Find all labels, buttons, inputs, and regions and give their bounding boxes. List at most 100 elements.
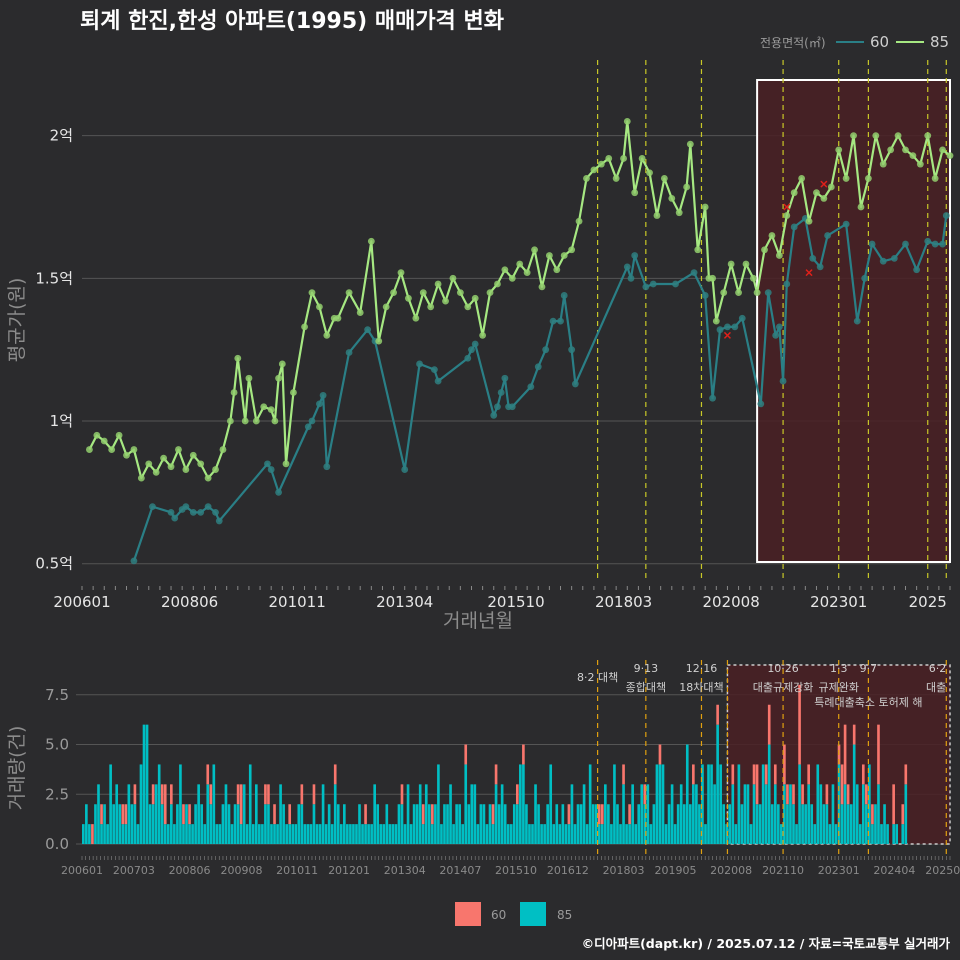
bar-85	[698, 804, 701, 845]
series-85-point	[245, 374, 253, 382]
bar-85	[179, 764, 182, 845]
bar-85	[655, 764, 659, 845]
bar-60	[236, 784, 240, 805]
series-60-point	[401, 466, 409, 473]
series-85-point	[768, 232, 776, 239]
bar-85	[324, 824, 328, 845]
event-label: 대출	[926, 681, 946, 694]
bar-85	[476, 824, 480, 845]
bar-60	[163, 784, 167, 825]
bar-85	[212, 764, 216, 845]
bar-85	[798, 764, 801, 845]
series-60-point	[631, 252, 639, 259]
bar-60	[904, 764, 908, 785]
series-85-point	[434, 280, 442, 288]
bar-85	[109, 764, 112, 845]
bar-85	[315, 824, 319, 845]
series-60-point	[913, 266, 921, 274]
series-60-point	[890, 254, 898, 262]
series-60-point	[212, 508, 219, 516]
series-85-point	[175, 446, 182, 453]
bar-85	[604, 784, 607, 845]
series-85-point	[160, 454, 168, 462]
bar-60	[892, 784, 895, 825]
bar-85	[904, 784, 908, 845]
bar-85	[825, 804, 829, 845]
bar-60	[182, 804, 185, 825]
bar-85	[758, 804, 762, 845]
event-label: 10·26	[767, 662, 799, 675]
bar-85	[230, 824, 234, 845]
legend-title: 전용면적(㎡)	[760, 36, 826, 50]
series-85-point	[323, 332, 331, 339]
bar-85	[394, 824, 398, 845]
bar-85	[549, 764, 553, 845]
bar-85	[352, 824, 355, 845]
series-85-point	[790, 189, 798, 197]
series-85-point	[545, 252, 553, 259]
bar-85	[543, 824, 546, 845]
bar-60	[901, 804, 905, 825]
series-85-point	[123, 451, 130, 459]
series-85-point	[130, 446, 138, 453]
bar-85	[631, 784, 634, 845]
series-85-point	[924, 132, 932, 140]
bar-60	[840, 764, 844, 805]
bar-85	[145, 724, 149, 845]
series-60-point	[868, 240, 876, 248]
series-85-point	[668, 195, 676, 202]
series-85-point	[879, 160, 887, 168]
bar-85	[248, 764, 252, 845]
series-85-point	[842, 175, 850, 182]
bar-85	[276, 824, 279, 845]
bar-85	[600, 824, 604, 845]
series-85-point	[486, 289, 494, 296]
series-85-point	[219, 446, 227, 453]
bar-85	[858, 824, 862, 845]
bar-60	[267, 784, 270, 805]
bar-85	[479, 804, 483, 845]
bar-85	[710, 764, 713, 845]
bar-85	[339, 824, 343, 845]
bar-85	[182, 824, 185, 845]
bar-85	[752, 784, 756, 845]
bar-85	[163, 824, 167, 845]
bar-85	[346, 824, 349, 845]
series-85-point	[872, 132, 880, 140]
series-85-point	[334, 314, 342, 322]
series-85-point	[501, 266, 509, 274]
series-60-point	[490, 411, 498, 419]
series-85-point	[278, 360, 286, 368]
series-85-point	[939, 146, 946, 154]
series-85-point	[267, 406, 275, 414]
bar-85	[136, 824, 140, 845]
bar-85	[831, 784, 835, 845]
price-x-tick-label: 202301	[810, 593, 867, 611]
bar-85	[364, 824, 367, 845]
series-60-point	[924, 237, 932, 245]
series-60-point	[304, 423, 312, 431]
bar-85	[585, 824, 589, 845]
series-85-point	[553, 266, 561, 274]
price-x-tick-label: 201510	[487, 593, 544, 611]
bar-60	[288, 804, 292, 825]
series-85-point	[931, 175, 939, 182]
bar-60	[124, 804, 128, 825]
series-85-point	[100, 437, 108, 445]
bar-85	[94, 804, 97, 845]
series-60-point	[939, 240, 946, 248]
bar-85	[200, 804, 203, 845]
bar-85	[133, 804, 137, 845]
volume-x-tick-label: 201905	[655, 864, 697, 877]
bar-85	[440, 824, 443, 845]
bar-85	[488, 804, 492, 845]
series-60-point	[783, 280, 791, 288]
series-60-point	[557, 317, 564, 325]
bar-85	[176, 804, 179, 845]
bar-60	[767, 704, 771, 745]
series-60-point	[275, 488, 282, 496]
bar-85	[801, 804, 804, 845]
bar-85	[370, 824, 373, 845]
bar-85	[264, 804, 267, 845]
bar-85	[749, 824, 753, 845]
